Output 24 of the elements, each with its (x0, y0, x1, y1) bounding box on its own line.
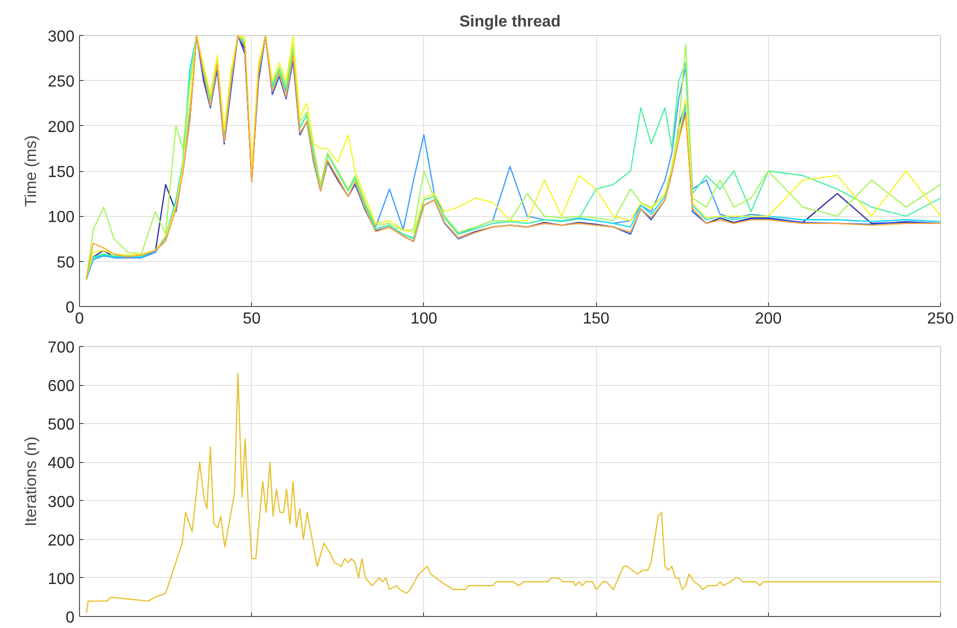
x-tick-label: 250 (927, 310, 954, 328)
y-tick-label: 50 (56, 254, 75, 272)
y-tick-label: 200 (48, 118, 75, 136)
y-tick-label: 400 (48, 455, 75, 472)
chart-title: Single thread (459, 14, 561, 30)
y-tick-label: 250 (48, 74, 75, 91)
y-tick-label: 300 (48, 28, 75, 46)
y-axis-title: Time (ms) (22, 135, 40, 207)
y-tick-label: 700 (48, 340, 75, 356)
y-tick-label: 500 (48, 416, 75, 434)
y-tick-label: 100 (48, 570, 75, 588)
x-tick-label: 50 (242, 310, 261, 328)
y-tick-label: 0 (66, 300, 75, 316)
y-tick-label: 600 (48, 378, 75, 396)
y-tick-label: 150 (48, 164, 75, 181)
y-tick-label: 100 (48, 209, 75, 226)
x-tick-label: 100 (410, 310, 438, 328)
y-tick-label: 300 (48, 494, 75, 511)
y-tick-label: 200 (48, 532, 75, 550)
line-series (86, 372, 940, 614)
x-tick-label: 150 (582, 310, 610, 328)
y-axis-title: Iterations (n) (22, 436, 40, 526)
y-tick-label: 0 (66, 610, 75, 626)
x-tick-label: 200 (754, 310, 782, 328)
